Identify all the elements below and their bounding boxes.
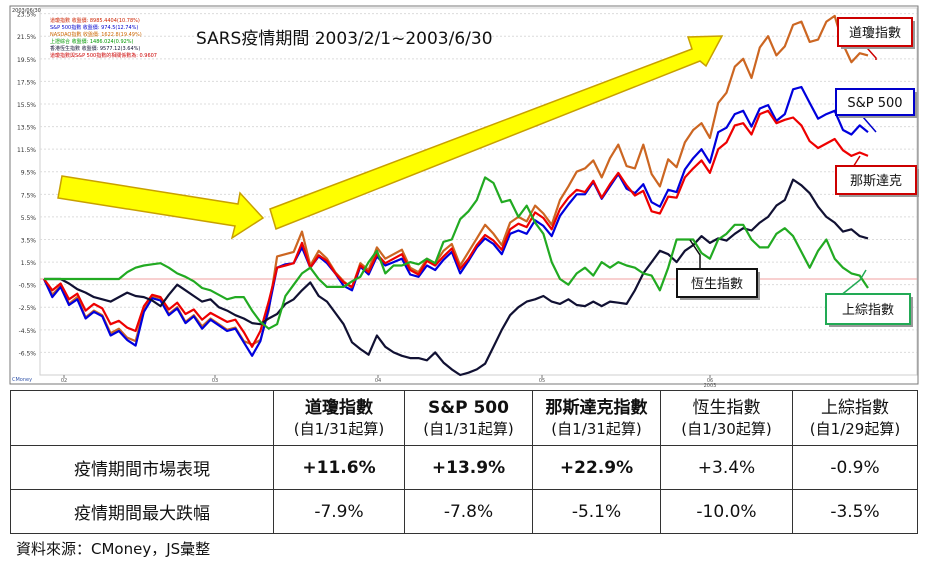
- x-tick-label: 05: [539, 378, 545, 384]
- table-header-sp500: S&P 500 (自1/31起算): [404, 390, 533, 446]
- legend-entry: 上證綜合 收盤價: 1486.024(0.92%): [50, 38, 134, 45]
- column-sub: (自1/29起算): [809, 420, 901, 438]
- column-sub: (自1/31起算): [423, 420, 514, 438]
- y-tick-label: -4.5%: [19, 328, 37, 335]
- row-label: 疫情期間市場表現: [10, 445, 274, 490]
- table-cell: -5.1%: [532, 489, 661, 534]
- table-row: 疫情期間最大跌幅 -7.9% -7.8% -5.1% -10.0% -3.5%: [10, 489, 918, 534]
- y-tick-label: 23.5%: [17, 12, 36, 19]
- table-cell: -7.9%: [273, 489, 405, 534]
- column-name: 恆生指數: [692, 398, 761, 418]
- y-tick-label: 17.5%: [17, 79, 36, 86]
- table-header-row: 道瓊指數 (自1/31起算) S&P 500 (自1/31起算) 那斯達克指數 …: [10, 390, 918, 446]
- y-tick-label: 19.5%: [17, 57, 36, 64]
- y-tick-label: 11.5%: [17, 147, 36, 154]
- legend-entry: 道瓊指數與S&P 500指數的相關係數為: 0.9607: [50, 52, 157, 59]
- chart-area: 23.5% 21.5% 19.5% 17.5% 15.5% 13.5% 11.5% 9.5% 7…: [9, 5, 919, 389]
- performance-table: 道瓊指數 (自1/31起算) S&P 500 (自1/31起算) 那斯達克指數 …: [10, 390, 918, 534]
- table-cell: +11.6%: [273, 445, 405, 490]
- y-tick-label: -6.5%: [19, 350, 37, 357]
- column-sub: (自1/31起算): [551, 420, 642, 438]
- callout-connector: [839, 269, 867, 297]
- legend-entry: NASDAQ指數 收盤價: 1622.8(19.49%): [50, 31, 142, 38]
- legend-entry: 香港恆生指數 收盤價: 9577.12(3.64%): [50, 45, 140, 52]
- callout: 那斯達克: [835, 155, 919, 197]
- table-header-hangseng: 恆生指數 (自1/30起算): [660, 390, 793, 446]
- x-tick-label: 03: [212, 378, 218, 384]
- y-tick-label: 1.5%: [21, 260, 37, 267]
- y-tick-label: 3.5%: [21, 237, 37, 244]
- callout-box: [676, 268, 758, 298]
- chart: 23.5% 21.5% 19.5% 17.5% 15.5% 13.5% 11.5% 9.5% 7…: [9, 5, 919, 389]
- table-cell: -7.8%: [404, 489, 533, 534]
- column-name: 道瓊指數: [305, 398, 373, 418]
- x-tick-label: 04: [375, 378, 381, 384]
- callout-label: S&P 500: [847, 96, 902, 111]
- x-tick-label: 02: [61, 378, 67, 384]
- row-label: 疫情期間最大跌幅: [10, 489, 274, 534]
- callout-label: 恆生指數: [691, 277, 743, 292]
- corner-date: 2003/06/30: [12, 8, 41, 14]
- callout-connector: [689, 239, 701, 270]
- y-tick-label: 9.5%: [21, 170, 37, 177]
- table-cell: +22.9%: [532, 445, 661, 490]
- table-cell: -10.0%: [660, 489, 793, 534]
- series-line: [44, 178, 869, 377]
- arrow-right-shape: [269, 35, 724, 230]
- table-header-dow: 道瓊指數 (自1/31起算): [273, 390, 405, 446]
- chart-title: SARS疫情期間 2003/2/1~2003/6/30: [196, 29, 493, 49]
- callout-label: 上綜指數: [842, 303, 894, 318]
- x-year-label: 2003: [704, 383, 717, 389]
- callout: 恆生指數: [676, 239, 760, 300]
- callout: S&P 500: [835, 88, 917, 133]
- x-tick-label: 06: [707, 378, 713, 384]
- table-cell: +3.4%: [660, 445, 793, 490]
- plot-area: [39, 7, 918, 376]
- x-brand-label: CMoney: [12, 377, 32, 383]
- table-row: 疫情期間市場表現 +11.6% +13.9% +22.9% +3.4% -0.9…: [10, 445, 918, 490]
- table-cell: -0.9%: [792, 445, 918, 490]
- y-tick-label: 5.5%: [21, 215, 37, 222]
- y-tick-label: 7.5%: [21, 192, 37, 199]
- series-line: [43, 109, 869, 348]
- callout-box: [837, 17, 913, 47]
- table-header-blank: [10, 390, 274, 446]
- series-line: [43, 85, 869, 357]
- column-sub: (自1/30起算): [681, 420, 772, 438]
- y-tick-label: -2.5%: [19, 305, 37, 312]
- arrow-left-shape: [57, 175, 265, 240]
- column-name: 上綜指數: [821, 398, 889, 418]
- callout: 道瓊指數: [837, 17, 915, 60]
- callout-box: [835, 165, 917, 195]
- table-cell: -3.5%: [792, 489, 918, 534]
- y-tick-label: -0.5%: [19, 283, 37, 290]
- callout: 上綜指數: [825, 269, 913, 327]
- y-tick-label: 13.5%: [17, 125, 36, 132]
- series-line: [44, 176, 869, 330]
- column-name: 那斯達克指數: [545, 398, 648, 418]
- callout-box: [835, 88, 915, 116]
- legend-entry: S&P 500指數 收盤價: 974.5(12.74%): [50, 24, 138, 31]
- y-tick-label: 15.5%: [17, 102, 36, 109]
- table-header-shanghai: 上綜指數 (自1/29起算): [792, 390, 918, 446]
- callout-label: 那斯達克: [850, 174, 902, 189]
- column-name: S&P 500: [428, 398, 509, 418]
- callout-label: 道瓊指數: [849, 26, 901, 41]
- legend-entry: 道瓊指數 收盤價: 8985.4404(10.78%): [50, 17, 140, 24]
- y-tick-label: 21.5%: [17, 34, 36, 41]
- table-cell: +13.9%: [404, 445, 533, 490]
- column-sub: (自1/31起算): [293, 420, 385, 438]
- source-note: 資料來源：CMoney，JS彙整: [16, 540, 211, 558]
- callout-box: [825, 293, 911, 325]
- table-header-nasdaq: 那斯達克指數 (自1/31起算): [532, 390, 661, 446]
